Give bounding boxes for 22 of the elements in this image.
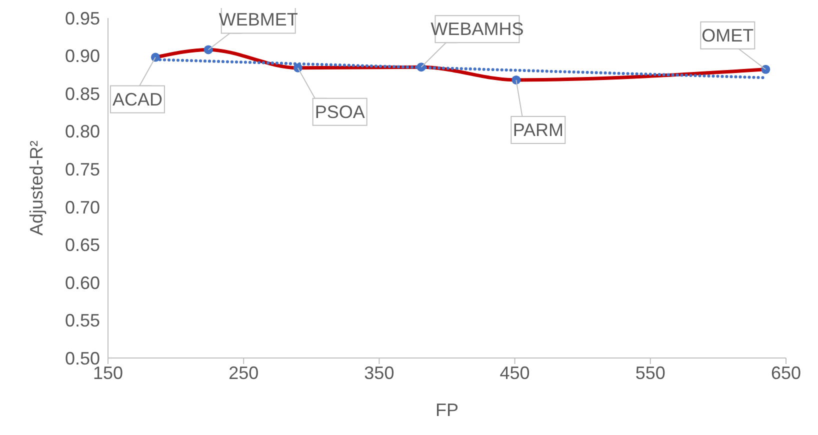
x-axis-title: FP	[435, 400, 459, 420]
y-tick-label: 0.75	[64, 160, 100, 180]
annotation: PARM	[512, 120, 564, 140]
annotation: OMET	[702, 25, 754, 46]
y-tick-label: 0.80	[64, 122, 100, 142]
annotation: PSOA	[314, 102, 365, 122]
y-tick-label: 0.60	[64, 272, 100, 293]
y-tick-label: 0.95	[64, 8, 100, 28]
x-tick-label: 450	[500, 362, 530, 383]
y-tick-label: 0.55	[64, 310, 100, 331]
x-tick-label: 650	[770, 362, 802, 383]
y-tick-label: 0.70	[64, 197, 100, 218]
y-tick-label: 0.90	[64, 46, 100, 66]
annotation: ACAD	[112, 89, 162, 110]
annotation: WEBMET	[218, 10, 298, 30]
x-tick-label: 250	[228, 362, 259, 383]
x-tick-label: 350	[364, 362, 394, 383]
y-tick-label: 0.65	[64, 235, 100, 256]
x-tick-label: 550	[635, 362, 666, 383]
y-axis-title: Adjusted-R²	[26, 140, 46, 236]
annotation: WEBAMHS	[430, 19, 524, 40]
y-tick-label: 0.85	[64, 84, 100, 104]
